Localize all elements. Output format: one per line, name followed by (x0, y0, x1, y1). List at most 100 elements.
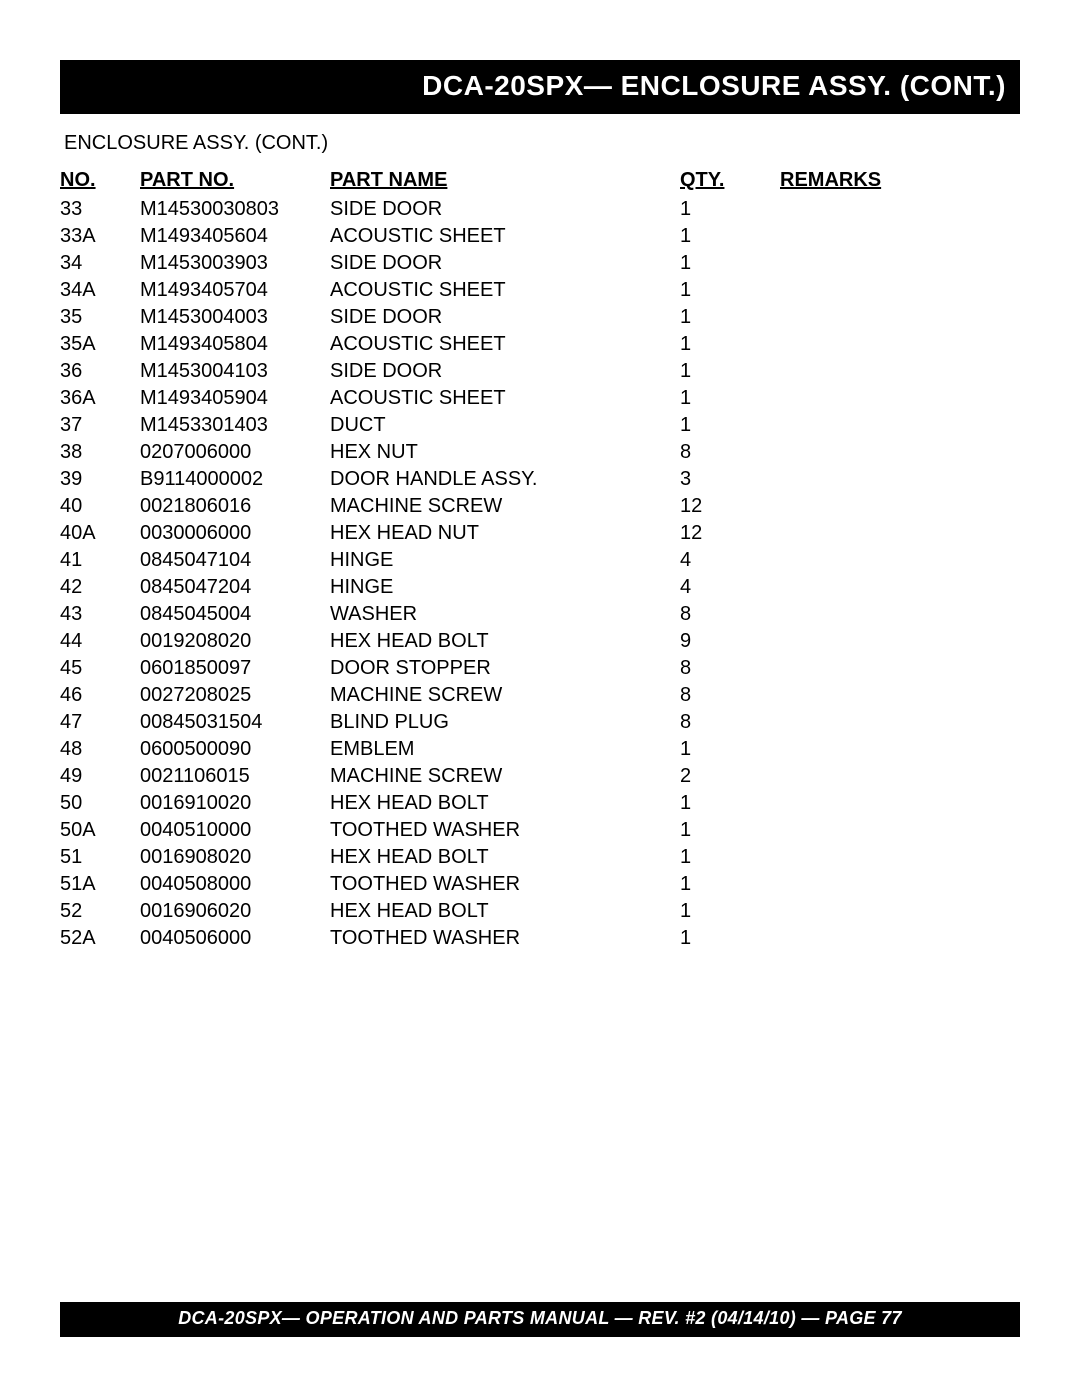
table-row: 500016910020HEX HEAD BOLT1 (60, 790, 1020, 817)
cell-no: 44 (60, 628, 140, 655)
cell-no: 52 (60, 898, 140, 925)
cell-no: 47 (60, 709, 140, 736)
cell-part_name: DOOR HANDLE ASSY. (330, 466, 680, 493)
cell-no: 38 (60, 439, 140, 466)
cell-qty: 1 (680, 871, 780, 898)
table-row: 34M1453003903SIDE DOOR1 (60, 250, 1020, 277)
cell-part_no: M1493405904 (140, 385, 330, 412)
table-row: 490021106015MACHINE SCREW2 (60, 763, 1020, 790)
cell-part_name: MACHINE SCREW (330, 493, 680, 520)
cell-remarks (780, 466, 1020, 493)
cell-qty: 1 (680, 358, 780, 385)
cell-part_no: B9114000002 (140, 466, 330, 493)
cell-part_no: 0027208025 (140, 682, 330, 709)
cell-remarks (780, 331, 1020, 358)
page-footer-text: DCA-20SPX— OPERATION AND PARTS MANUAL — … (178, 1308, 902, 1328)
table-row: 430845045004WASHER8 (60, 601, 1020, 628)
cell-part_name: SIDE DOOR (330, 250, 680, 277)
cell-part_no: M1453004103 (140, 358, 330, 385)
cell-part_name: HEX HEAD NUT (330, 520, 680, 547)
cell-part_no: 0845047104 (140, 547, 330, 574)
table-row: 460027208025MACHINE SCREW8 (60, 682, 1020, 709)
cell-part_name: SIDE DOOR (330, 196, 680, 223)
table-row: 400021806016MACHINE SCREW12 (60, 493, 1020, 520)
cell-part_name: BLIND PLUG (330, 709, 680, 736)
col-header-no: NO. (60, 167, 140, 196)
cell-no: 34 (60, 250, 140, 277)
cell-remarks (780, 790, 1020, 817)
cell-part_no: 0040510000 (140, 817, 330, 844)
cell-qty: 9 (680, 628, 780, 655)
cell-qty: 2 (680, 763, 780, 790)
cell-part_name: EMBLEM (330, 736, 680, 763)
cell-part_name: SIDE DOOR (330, 358, 680, 385)
cell-qty: 4 (680, 574, 780, 601)
cell-remarks (780, 628, 1020, 655)
cell-part_name: HINGE (330, 547, 680, 574)
cell-remarks (780, 439, 1020, 466)
cell-part_no: 0019208020 (140, 628, 330, 655)
cell-no: 43 (60, 601, 140, 628)
cell-part_no: M1493405804 (140, 331, 330, 358)
table-row: 39B9114000002DOOR HANDLE ASSY.3 (60, 466, 1020, 493)
cell-no: 36A (60, 385, 140, 412)
cell-qty: 4 (680, 547, 780, 574)
table-row: 410845047104HINGE4 (60, 547, 1020, 574)
cell-remarks (780, 601, 1020, 628)
cell-no: 35 (60, 304, 140, 331)
cell-part_name: SIDE DOOR (330, 304, 680, 331)
cell-part_no: 0207006000 (140, 439, 330, 466)
cell-part_no: 0016910020 (140, 790, 330, 817)
cell-part_no: M14530030803 (140, 196, 330, 223)
cell-remarks (780, 682, 1020, 709)
table-row: 450601850097DOOR STOPPER8 (60, 655, 1020, 682)
cell-no: 36 (60, 358, 140, 385)
cell-no: 42 (60, 574, 140, 601)
cell-remarks (780, 547, 1020, 574)
cell-qty: 1 (680, 844, 780, 871)
cell-qty: 8 (680, 601, 780, 628)
cell-no: 40A (60, 520, 140, 547)
cell-qty: 1 (680, 790, 780, 817)
cell-remarks (780, 898, 1020, 925)
cell-part_no: 0040508000 (140, 871, 330, 898)
cell-qty: 8 (680, 709, 780, 736)
cell-part_no: 0845047204 (140, 574, 330, 601)
table-row: 36M1453004103SIDE DOOR1 (60, 358, 1020, 385)
table-row: 420845047204HINGE4 (60, 574, 1020, 601)
cell-qty: 1 (680, 817, 780, 844)
cell-part_name: TOOTHED WASHER (330, 925, 680, 952)
cell-remarks (780, 925, 1020, 952)
table-row: 510016908020HEX HEAD BOLT1 (60, 844, 1020, 871)
cell-part_name: TOOTHED WASHER (330, 871, 680, 898)
cell-no: 33 (60, 196, 140, 223)
cell-part_no: M1453004003 (140, 304, 330, 331)
cell-remarks (780, 520, 1020, 547)
cell-qty: 1 (680, 385, 780, 412)
cell-qty: 8 (680, 682, 780, 709)
cell-remarks (780, 736, 1020, 763)
table-row: 50A0040510000TOOTHED WASHER1 (60, 817, 1020, 844)
table-row: 35AM1493405804ACOUSTIC SHEET1 (60, 331, 1020, 358)
cell-part_name: WASHER (330, 601, 680, 628)
table-row: 33AM1493405604ACOUSTIC SHEET1 (60, 223, 1020, 250)
cell-remarks (780, 304, 1020, 331)
page-title: DCA-20SPX— ENCLOSURE ASSY. (CONT.) (422, 70, 1006, 101)
cell-remarks (780, 412, 1020, 439)
cell-part_name: MACHINE SCREW (330, 682, 680, 709)
cell-qty: 12 (680, 520, 780, 547)
cell-qty: 1 (680, 250, 780, 277)
cell-part_name: ACOUSTIC SHEET (330, 223, 680, 250)
cell-qty: 1 (680, 304, 780, 331)
cell-no: 40 (60, 493, 140, 520)
page-title-bar: DCA-20SPX— ENCLOSURE ASSY. (CONT.) (60, 60, 1020, 114)
cell-remarks (780, 709, 1020, 736)
cell-part_name: DUCT (330, 412, 680, 439)
cell-part_no: 00845031504 (140, 709, 330, 736)
page-footer-bar: DCA-20SPX— OPERATION AND PARTS MANUAL — … (60, 1302, 1020, 1337)
cell-no: 51A (60, 871, 140, 898)
table-row: 520016906020HEX HEAD BOLT1 (60, 898, 1020, 925)
cell-part_no: 0600500090 (140, 736, 330, 763)
cell-part_no: 0040506000 (140, 925, 330, 952)
cell-remarks (780, 223, 1020, 250)
